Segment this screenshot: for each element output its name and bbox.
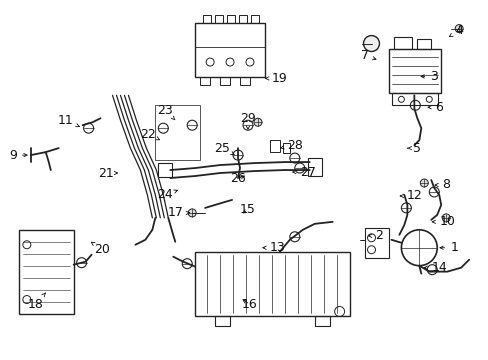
Text: 3: 3: [420, 70, 437, 83]
Text: 6: 6: [427, 101, 442, 114]
Text: 12: 12: [400, 189, 421, 202]
Text: 26: 26: [230, 171, 245, 185]
Bar: [269, 140, 279, 152]
Bar: [388, 49, 440, 93]
Text: 11: 11: [58, 114, 79, 127]
Text: 17: 17: [167, 206, 189, 219]
Circle shape: [420, 179, 427, 187]
Text: 5: 5: [407, 141, 421, 155]
Bar: [416, 39, 430, 49]
Text: 2: 2: [367, 229, 383, 242]
Text: 15: 15: [240, 203, 255, 216]
Text: 25: 25: [214, 141, 234, 155]
Bar: [19, 230, 74, 315]
Bar: [364, 228, 388, 258]
Bar: [282, 143, 289, 153]
Circle shape: [253, 118, 262, 126]
Bar: [215, 316, 229, 327]
Text: 29: 29: [240, 112, 255, 129]
Text: 14: 14: [424, 261, 446, 274]
Bar: [155, 105, 200, 160]
Text: 20: 20: [91, 242, 110, 256]
Bar: [394, 37, 411, 49]
Text: 7: 7: [360, 49, 375, 62]
Text: 4: 4: [448, 24, 462, 37]
Bar: [240, 77, 249, 85]
Text: 18: 18: [28, 293, 45, 311]
Text: 13: 13: [263, 241, 285, 254]
Text: 24: 24: [157, 188, 177, 202]
Text: 10: 10: [431, 215, 454, 228]
Bar: [250, 15, 259, 23]
Circle shape: [441, 214, 449, 222]
Bar: [195, 23, 264, 77]
Circle shape: [188, 209, 196, 217]
Text: 23: 23: [157, 104, 174, 120]
Bar: [215, 15, 223, 23]
Bar: [158, 163, 172, 177]
Bar: [200, 77, 210, 85]
Bar: [203, 15, 211, 23]
Text: 27: 27: [292, 166, 315, 179]
Bar: [226, 15, 235, 23]
Circle shape: [363, 36, 379, 51]
Bar: [314, 316, 329, 327]
Bar: [220, 77, 229, 85]
Bar: [239, 15, 246, 23]
Text: 16: 16: [242, 298, 257, 311]
Bar: [307, 158, 321, 176]
Text: 28: 28: [280, 139, 302, 152]
Text: 1: 1: [439, 241, 457, 254]
Text: 22: 22: [140, 128, 159, 141]
Text: 19: 19: [265, 72, 287, 85]
Bar: [195, 252, 349, 316]
Text: 9: 9: [9, 149, 27, 162]
Text: 21: 21: [98, 167, 117, 180]
Circle shape: [454, 24, 462, 32]
Text: 8: 8: [434, 179, 449, 192]
Bar: [392, 93, 437, 105]
